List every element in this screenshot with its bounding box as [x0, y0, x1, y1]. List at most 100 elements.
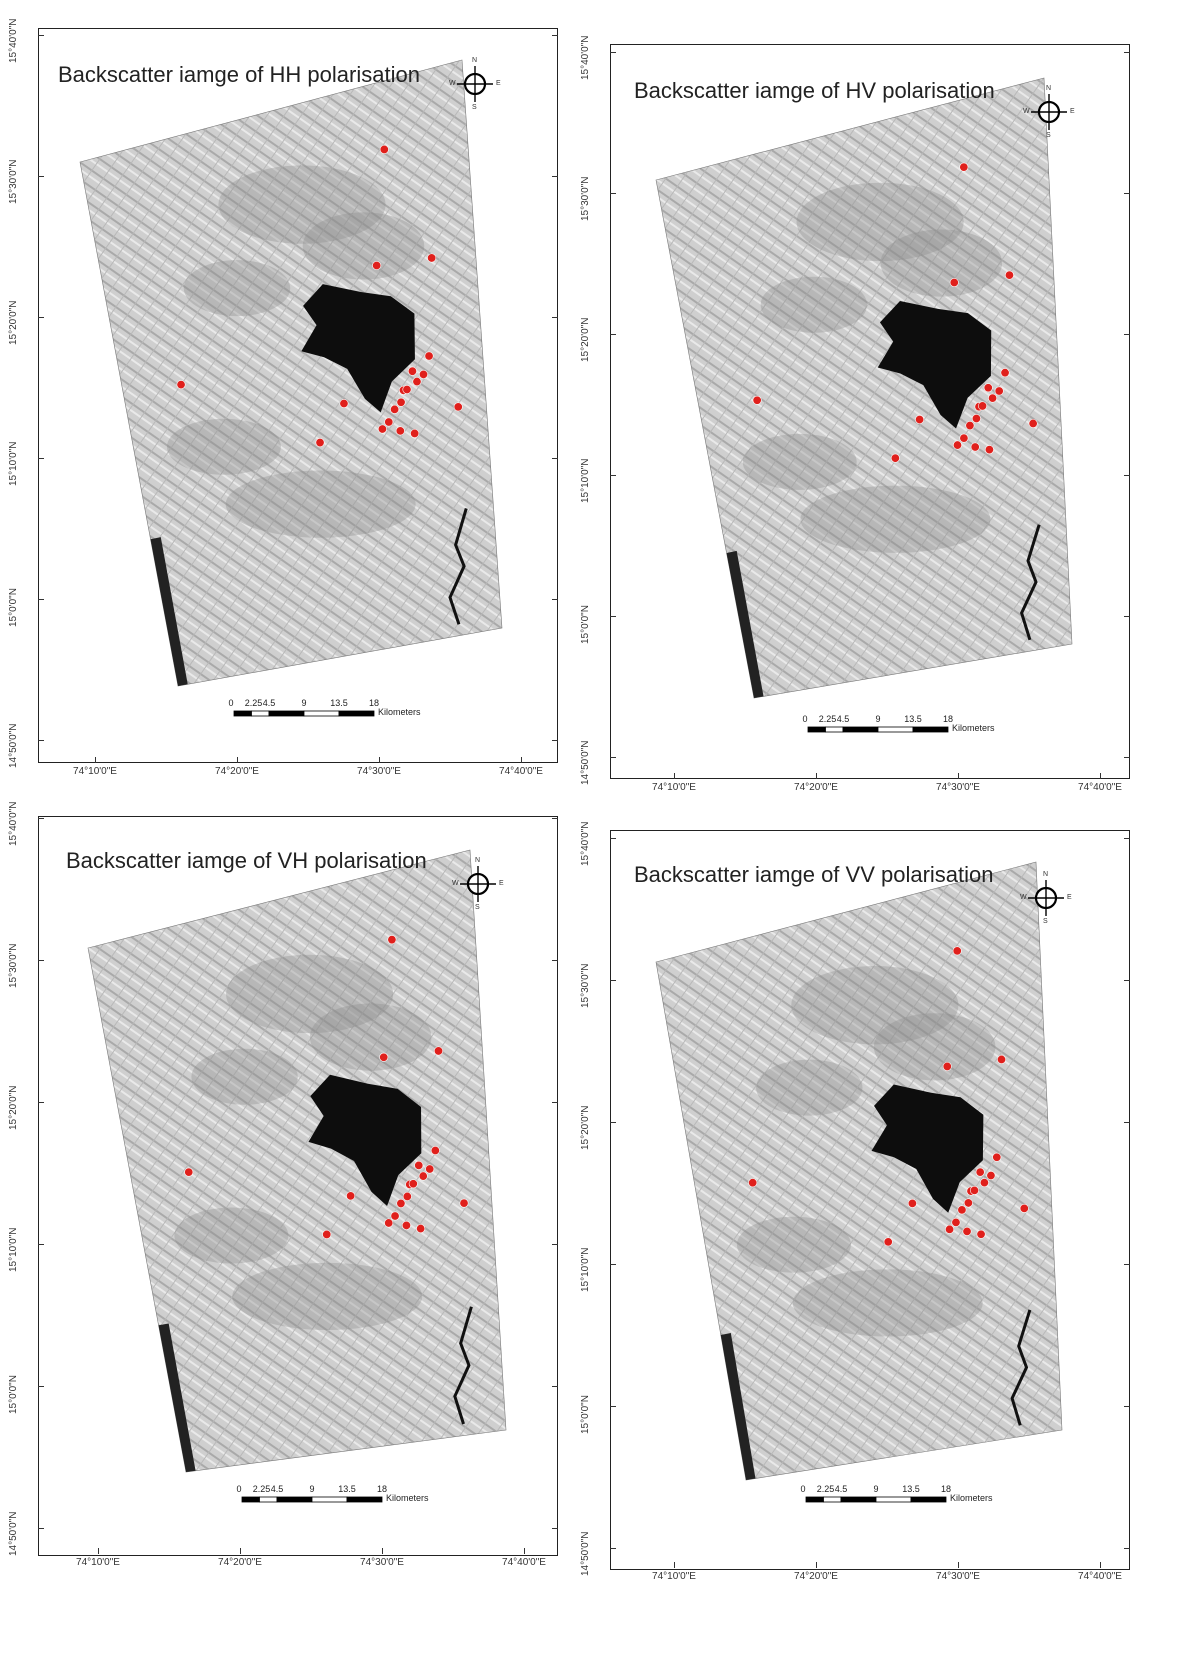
compass-label-w: W [452, 880, 459, 887]
scale-bar-label: 4.5 [834, 1484, 848, 1494]
x-tick-label: 74°30'0"E [936, 1571, 980, 1582]
dark-texture-patch [218, 165, 386, 244]
y-tick [38, 1102, 44, 1103]
y-tick-right [552, 458, 558, 459]
sample-point-marker [430, 1145, 440, 1155]
scale-bar [807, 726, 949, 733]
y-tick-right [1124, 616, 1130, 617]
y-tick-label: 15°10'0"N [8, 1227, 19, 1273]
y-tick [38, 176, 44, 177]
x-tick [379, 757, 380, 763]
reservoir-water [877, 300, 992, 429]
y-tick-label: 15°0'0"N [8, 588, 19, 627]
sample-point-marker [992, 1152, 1002, 1162]
map-panel-vv: Backscatter iamge of VV polarisation N S E W… [574, 800, 1174, 1600]
x-tick-label: 74°40'0"E [499, 766, 543, 777]
sample-point-marker [983, 383, 993, 393]
x-tick [521, 757, 522, 763]
y-tick-label: 14°50'0"N [580, 1531, 591, 1577]
y-tick-right [1124, 334, 1130, 335]
sample-point-marker [907, 1198, 917, 1208]
dark-texture-patch [792, 1269, 983, 1337]
dark-texture-patch [183, 260, 291, 317]
x-tick [237, 757, 238, 763]
sample-point-marker [176, 380, 186, 390]
sample-point-marker [1028, 418, 1038, 428]
y-tick [610, 475, 616, 476]
y-tick [610, 980, 616, 981]
y-tick-right [552, 960, 558, 961]
compass-label-s: S [1043, 918, 1048, 925]
y-tick-right [552, 740, 558, 741]
scale-bar-label: 0 [800, 1484, 806, 1494]
sample-point-marker [395, 426, 405, 436]
x-tick [382, 1548, 383, 1554]
scale-bar-label: 0 [228, 698, 234, 708]
sar-footprint [655, 77, 1073, 699]
y-tick [38, 1386, 44, 1387]
edge-shadow [150, 537, 188, 686]
dark-texture-patch [756, 1059, 863, 1116]
x-tick [1100, 773, 1101, 779]
sample-point-marker [969, 1185, 979, 1195]
x-tick-label: 74°10'0"E [73, 766, 117, 777]
y-tick-label: 15°30'0"N [8, 159, 19, 205]
scale-bar-label: 2.25 [252, 1484, 271, 1494]
compass-label-s: S [475, 904, 480, 911]
scale-bar-label: 9 [301, 698, 307, 708]
scale-bar [241, 1496, 383, 1503]
compass-label-s: S [472, 104, 477, 111]
x-tick-label: 74°20'0"E [215, 766, 259, 777]
scale-bar-label: 4.5 [262, 698, 276, 708]
sample-point-marker [984, 445, 994, 455]
scale-bar-label: 9 [875, 714, 881, 724]
sample-point-marker [390, 1211, 400, 1221]
y-tick-right [1124, 838, 1130, 839]
y-tick [38, 458, 44, 459]
x-tick-label: 74°10'0"E [652, 1571, 696, 1582]
scale-bar-label: 13.5 [338, 1484, 356, 1494]
dark-texture-patch [191, 1048, 298, 1105]
river-line [1020, 524, 1041, 641]
scale-bar-unit: Kilometers [378, 707, 421, 717]
y-tick-label: 15°30'0"N [580, 963, 591, 1009]
x-tick [95, 757, 96, 763]
y-tick-right [552, 599, 558, 600]
sample-point-marker [1000, 368, 1010, 378]
dark-texture-patch [302, 212, 425, 280]
sar-scene [655, 77, 1073, 699]
reservoir-water [871, 1084, 984, 1213]
dark-texture-patch [174, 1207, 289, 1264]
y-tick [38, 317, 44, 318]
sample-point-marker [752, 395, 762, 405]
dark-texture-patch [796, 182, 964, 262]
y-tick [38, 960, 44, 961]
dark-texture-patch [736, 1216, 851, 1273]
sar-scene [655, 861, 1063, 1481]
y-tick-right [1124, 1264, 1130, 1265]
scale-bar-label: 9 [309, 1484, 315, 1494]
y-tick [38, 35, 44, 36]
y-tick-label: 15°30'0"N [8, 943, 19, 989]
compass-label-w: W [449, 80, 456, 87]
x-tick [98, 1548, 99, 1554]
sar-footprint [79, 59, 503, 687]
sample-point-marker [959, 433, 969, 443]
compass-label-n: N [1046, 85, 1052, 92]
y-tick-right [1124, 52, 1130, 53]
x-tick [674, 773, 675, 779]
compass-label-n: N [1043, 871, 1049, 878]
sample-point-marker [978, 401, 988, 411]
north-arrow-icon: N S E W [1019, 82, 1079, 142]
sample-point-marker [372, 260, 382, 270]
x-tick [674, 1562, 675, 1568]
y-tick [38, 740, 44, 741]
sample-point-marker [453, 402, 463, 412]
scale-bar-unit: Kilometers [386, 1493, 429, 1503]
sample-point-marker [952, 946, 962, 956]
sar-scene [79, 59, 503, 687]
y-tick [610, 1122, 616, 1123]
edge-shadow [720, 1333, 756, 1480]
dark-texture-patch [225, 470, 416, 538]
scale-bar [233, 710, 375, 717]
